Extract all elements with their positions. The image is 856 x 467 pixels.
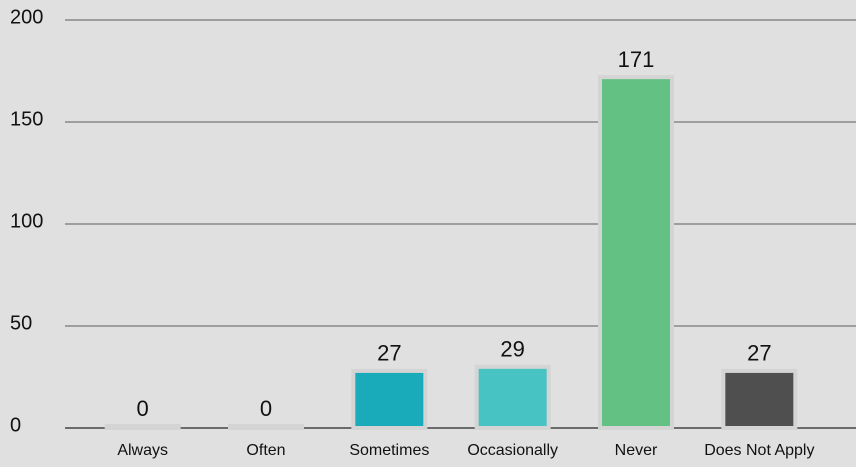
bar (598, 75, 674, 430)
value-label: 0 (260, 396, 272, 421)
bar (228, 424, 304, 430)
value-label: 27 (747, 341, 771, 366)
value-label: 27 (377, 341, 401, 366)
x-tick-label: Never (615, 442, 658, 459)
x-tick-label: Often (246, 442, 285, 459)
value-label: 0 (137, 396, 149, 421)
bar (721, 368, 798, 431)
y-tick-label: 50 (10, 312, 32, 334)
y-tick-label: 150 (10, 108, 43, 130)
bar (351, 368, 428, 431)
value-label: 29 (500, 337, 524, 362)
y-tick-label: 200 (10, 6, 43, 28)
bar (474, 364, 551, 430)
x-tick-label: Always (117, 442, 168, 459)
bar (104, 424, 181, 430)
value-label: 171 (618, 47, 655, 72)
y-tick-label: 0 (10, 414, 21, 436)
y-tick-label: 100 (10, 210, 43, 232)
x-tick-label: Does Not Apply (704, 442, 814, 459)
x-tick-label: Occasionally (467, 442, 558, 459)
x-tick-label: Sometimes (349, 442, 429, 459)
